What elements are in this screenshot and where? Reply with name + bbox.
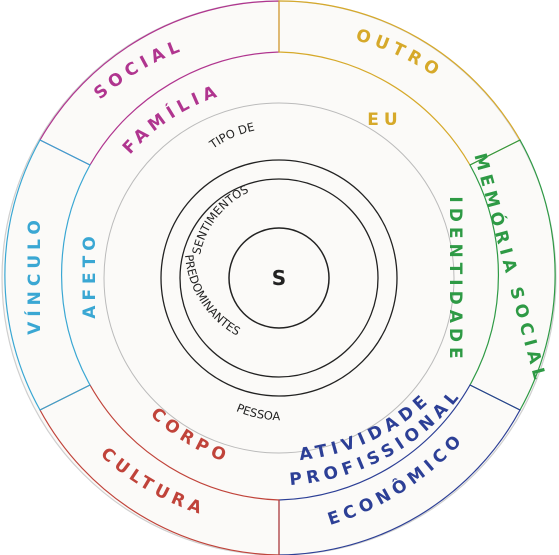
label-vinculo: VÍNCULO — [23, 215, 45, 335]
ring-circle-1 — [160, 159, 398, 397]
segment-vinculo-outer — [4, 139, 91, 411]
ring-circle-2 — [179, 178, 379, 378]
core-letter: S — [272, 266, 286, 290]
label-afeto: AFETO — [80, 231, 100, 318]
core-circle — [228, 227, 330, 329]
label-eu: EU — [367, 110, 402, 130]
middle-circle — [103, 102, 455, 454]
label-identidade: IDENTIDADE — [445, 196, 465, 363]
